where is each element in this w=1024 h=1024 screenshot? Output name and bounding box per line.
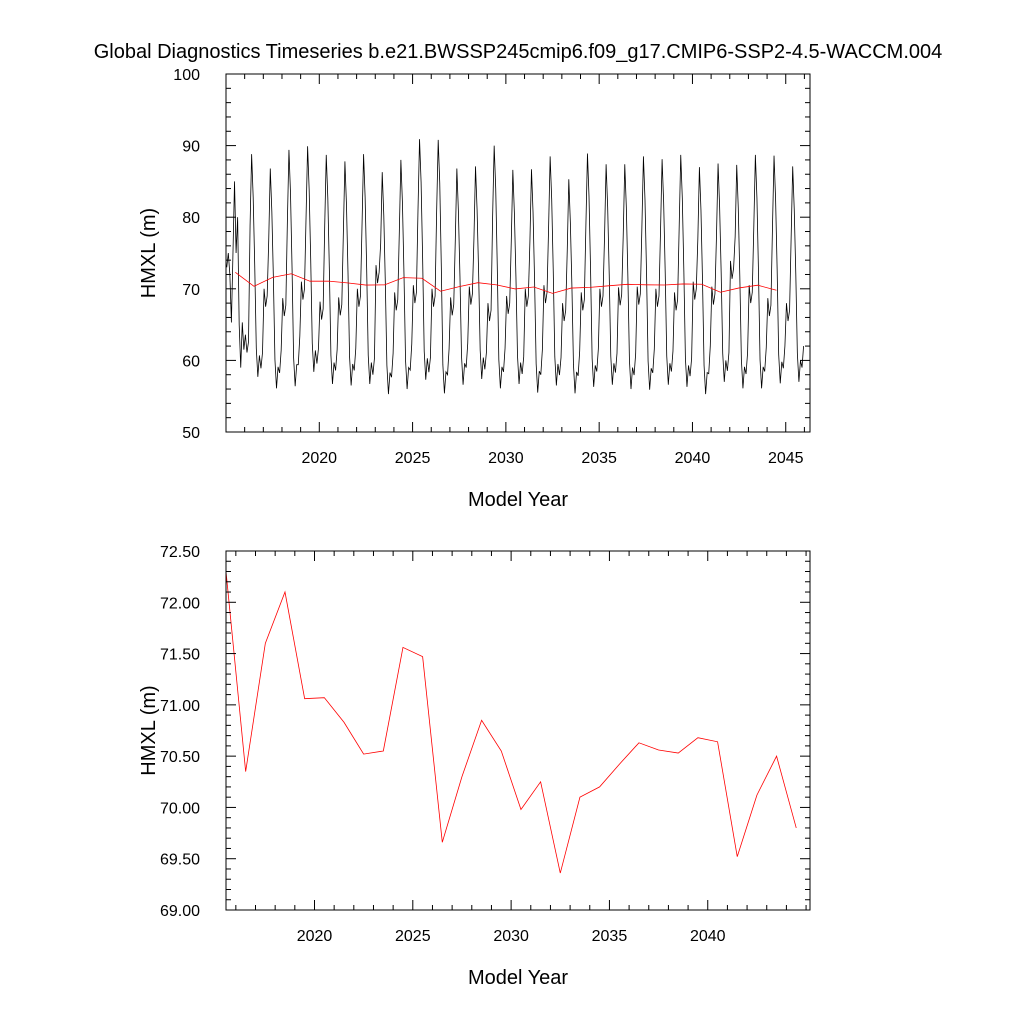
monthly-panel: 2020 2025 2030 2035 2040 2045 50 60 70 80 90 100 Mod… [138, 67, 811, 511]
x-tick-label: 2035 [581, 450, 617, 467]
monthly-series-line [226, 139, 804, 395]
y-axis-label: HMXL (m) [138, 685, 160, 775]
x-tick-label: 2035 [592, 928, 628, 945]
annual-mean-series-line [235, 272, 777, 294]
y-tick-label: 69.50 [160, 852, 200, 869]
y-tick-label: 69.00 [160, 903, 200, 920]
x-tick-label: 2020 [301, 450, 337, 467]
y-tick-label: 70.00 [160, 800, 200, 817]
x-axis-label: Model Year [468, 489, 568, 511]
y-tick-label: 71.00 [160, 698, 200, 715]
x-tick-label: 2045 [768, 450, 804, 467]
x-tick-label: 2020 [297, 928, 333, 945]
y-tick-label: 90 [182, 139, 200, 156]
x-tick-label: 2025 [395, 928, 431, 945]
annual-mean-series-line [226, 571, 797, 874]
plot-frame [225, 73, 811, 433]
plot-frame [225, 550, 811, 911]
x-tick-label: 2040 [675, 450, 711, 467]
x-tick-label: 2040 [690, 928, 726, 945]
x-tick-label: 2030 [488, 450, 524, 467]
x-tick-label: 2025 [395, 450, 431, 467]
x-tick-label: 2030 [493, 928, 529, 945]
annual-panel: 2020 2025 2030 2035 2040 69.00 69.50 70.00 70.50… [138, 544, 811, 989]
figure-title: Global Diagnostics Timeseries b.e21.BWSS… [94, 41, 943, 63]
y-tick-label: 70 [182, 282, 200, 299]
y-axis-label: HMXL (m) [138, 208, 160, 298]
y-tick-label: 50 [182, 425, 200, 442]
y-tick-label: 72.00 [160, 595, 200, 612]
y-tick-label: 71.50 [160, 647, 200, 664]
x-axis-label: Model Year [468, 967, 568, 989]
y-tick-label: 72.50 [160, 544, 200, 561]
y-tick-label: 100 [173, 67, 200, 84]
y-tick-label: 60 [182, 353, 200, 370]
y-tick-label: 70.50 [160, 749, 200, 766]
y-tick-label: 80 [182, 210, 200, 227]
